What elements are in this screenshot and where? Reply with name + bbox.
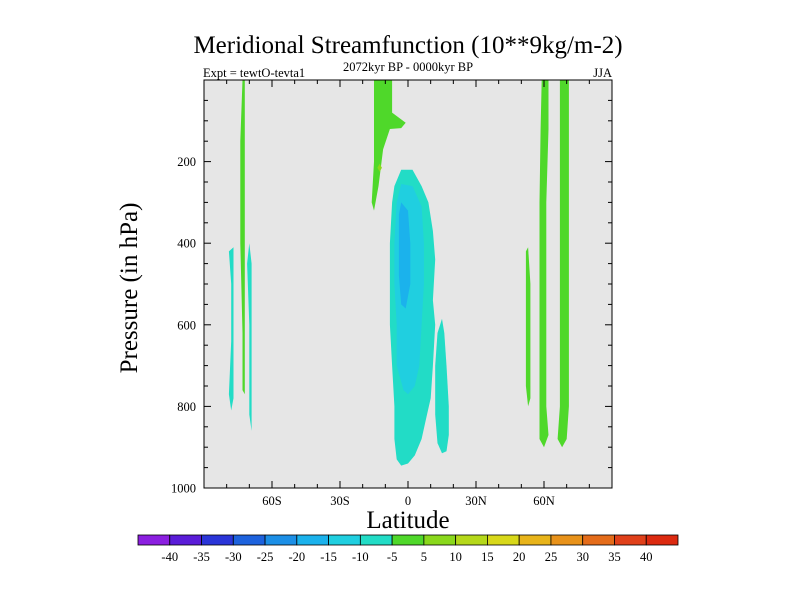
contour-region-sh-high-negative-b [247,243,252,431]
colorbar-label: 40 [640,550,653,564]
colorbar-swatch [201,534,234,546]
colorbar-swatch [582,534,615,546]
y-axis-ticks: 200 400 600 800 1000 [171,79,612,496]
colorbar-swatch [550,534,584,546]
colorbar-swatch [487,534,520,546]
contour-region-sh-high-positive [240,80,245,395]
contour-region-nh-positive-c [557,80,569,448]
colorbar-swatch [359,534,393,546]
colorbar-label: -10 [352,550,369,564]
contour-region-sh-high-negative-a [228,247,234,411]
contour-region-nh-positive-b [539,80,549,448]
chart-subtitle-left: Expt = tewtO-tevta1 [203,66,305,80]
contour-region-tropical-upper-positive [371,80,406,211]
colorbar-swatch [232,534,266,546]
chart-title: Meridional Streamfunction (10**9kg/m-2) [193,32,622,59]
y-tick-label: 1000 [171,482,196,496]
colorbar-swatch [423,534,457,546]
colorbar: -40 -35 -30 -25 -20 -15 -10 -5 5 10 15 20 25 30 35 40 [137,534,679,564]
x-tick-label: 60N [533,494,555,508]
colorbar-swatch [137,534,171,546]
colorbar-swatch [264,534,298,546]
y-axis-label: Pressure (in hPa) [116,203,143,374]
colorbar-label: 35 [608,550,621,564]
contour-region-hadley-negative-core [398,202,411,309]
colorbar-label: -20 [288,550,305,564]
colorbar-label: 20 [513,550,526,564]
colorbar-swatch [455,534,488,546]
x-tick-label: 0 [405,494,411,508]
colorbar-swatch [645,534,679,546]
contour-region-tropical-upper-positive-core [377,163,382,172]
chart-subtitle-center: 2072kyr BP - 0000kyr BP [343,60,473,74]
colorbar-label: -5 [387,550,397,564]
chart-subtitle-right: JJA [593,66,612,80]
colorbar-swatch [391,534,425,546]
colorbar-label: -25 [257,550,274,564]
colorbar-label: 30 [576,550,589,564]
colorbar-label: 25 [545,550,558,564]
colorbar-swatch [518,534,552,546]
contour-region-nh-positive-a [525,247,531,407]
x-tick-label: 30N [465,494,487,508]
colorbar-swatch [296,534,329,546]
y-tick-label: 800 [177,400,196,414]
contour-regions [228,80,569,466]
y-tick-label: 400 [177,237,196,251]
x-axis-ticks: 60S 30S 0 30N 60N [203,80,613,508]
y-tick-label: 600 [177,318,196,332]
x-tick-label: 60S [262,494,282,508]
contour-region-hadley-negative-lobe [435,318,449,454]
colorbar-swatch [328,534,361,546]
colorbar-label: 5 [421,550,427,564]
x-tick-label: 30S [330,494,350,508]
x-axis-label: Latitude [366,507,449,534]
colorbar-label: -35 [193,550,210,564]
y-tick-label: 200 [177,155,196,169]
colorbar-label: -30 [225,550,242,564]
colorbar-label: -40 [161,550,178,564]
colorbar-label: 15 [481,550,494,564]
colorbar-label: -15 [320,550,337,564]
colorbar-label: 10 [449,550,462,564]
colorbar-swatch [169,534,202,546]
colorbar-swatch [614,534,647,546]
